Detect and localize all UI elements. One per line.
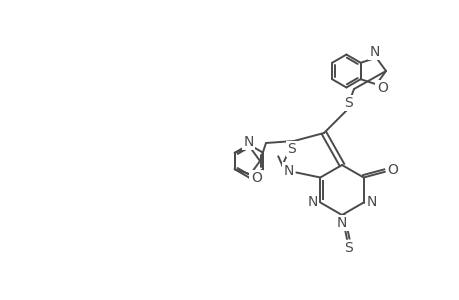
Text: N: N: [283, 164, 293, 178]
Text: N: N: [336, 216, 347, 230]
Text: N: N: [368, 45, 379, 59]
Text: O: O: [386, 163, 397, 177]
Text: S: S: [344, 96, 353, 110]
Text: N: N: [366, 196, 376, 209]
Text: N: N: [307, 196, 317, 209]
Text: S: S: [344, 241, 353, 255]
Text: O: O: [250, 171, 261, 185]
Text: S: S: [287, 142, 296, 156]
Text: N: N: [243, 135, 253, 149]
Text: O: O: [376, 81, 387, 95]
